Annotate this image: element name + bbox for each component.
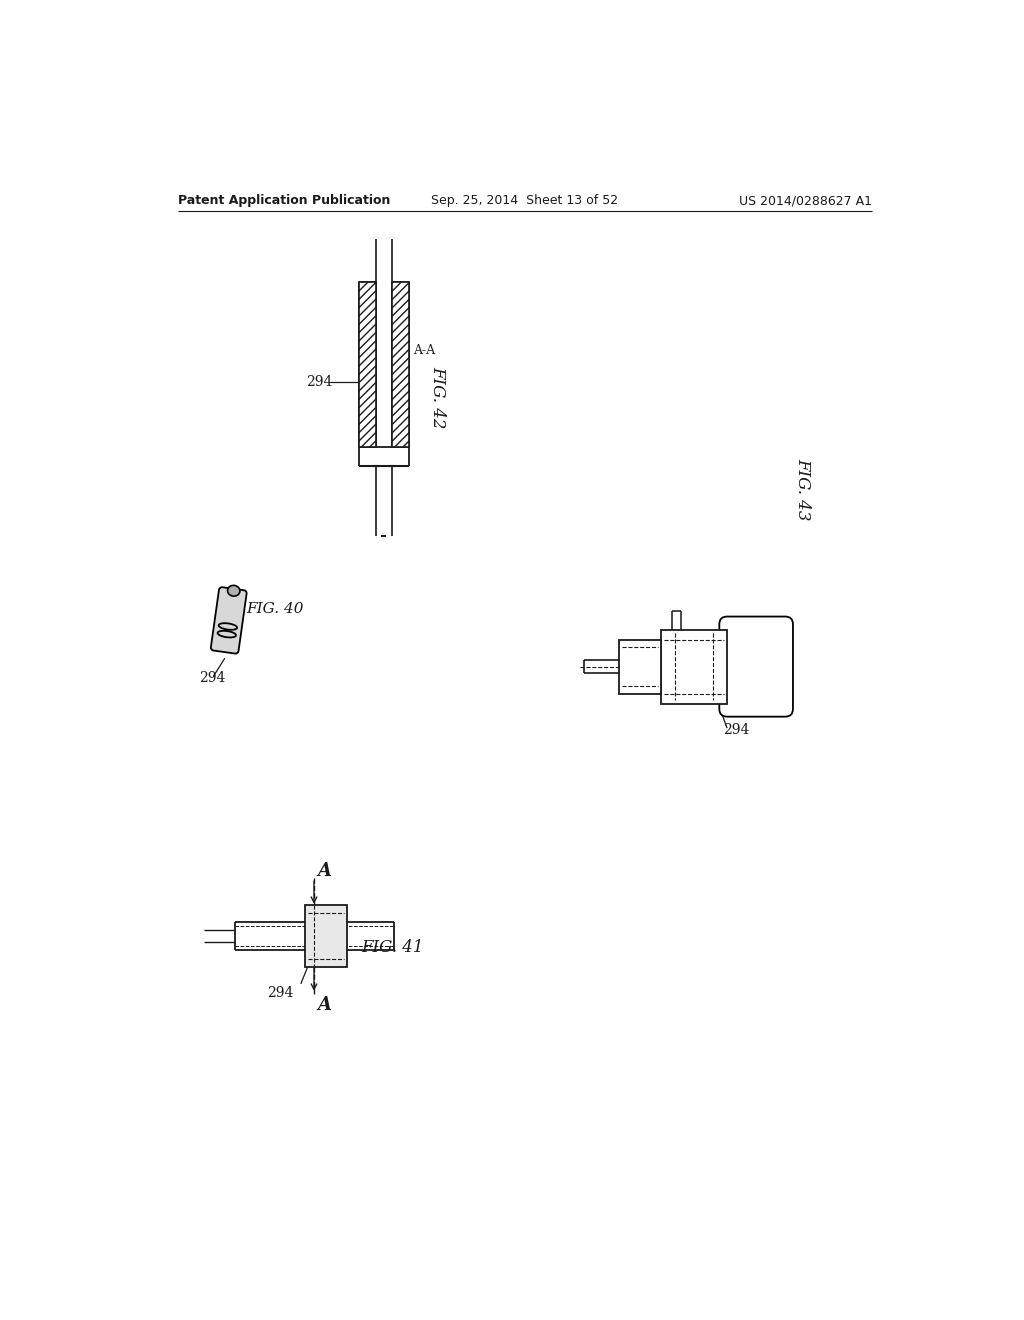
Text: FIG. 41: FIG. 41 [361,939,424,956]
Text: FIG. 43: FIG. 43 [794,458,811,521]
Text: US 2014/0288627 A1: US 2014/0288627 A1 [739,194,872,207]
Ellipse shape [227,585,240,597]
Text: A: A [317,862,332,879]
Bar [391,281,409,447]
Text: A: A [317,997,332,1014]
FancyBboxPatch shape [211,587,247,653]
Text: Patent Application Publication: Patent Application Publication [178,194,391,207]
FancyBboxPatch shape [719,616,793,717]
Text: 294: 294 [200,671,225,685]
Text: 294: 294 [266,986,293,1001]
Bar [618,640,662,693]
Bar [662,631,727,704]
Bar [305,906,347,966]
Text: A-A: A-A [414,345,435,358]
Text: Sep. 25, 2014  Sheet 13 of 52: Sep. 25, 2014 Sheet 13 of 52 [431,194,618,207]
Text: FIG. 42: FIG. 42 [429,366,446,429]
Bar [359,281,376,447]
Text: FIG. 40: FIG. 40 [246,602,303,616]
Text: 294: 294 [723,723,750,737]
Text: 294: 294 [306,375,333,388]
